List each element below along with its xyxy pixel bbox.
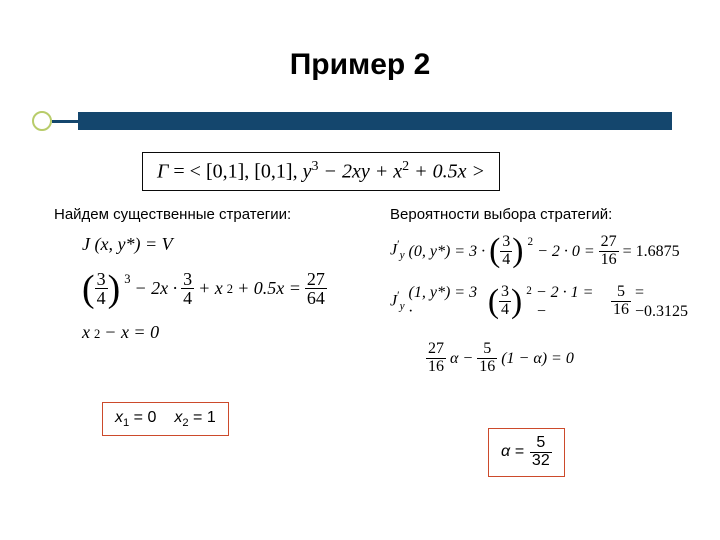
eq-alpha-equation: 2716 α − 516 (1 − α) = 0 (426, 341, 700, 376)
left-heading: Найдем существенные стратегии: (54, 206, 291, 223)
eq-J-equals-V: J (x, y*) = V (82, 234, 372, 256)
root-x1: x1 = 0 (115, 409, 156, 429)
alpha-label: α = (501, 443, 524, 461)
gamma-definition: Γ = < [0,1], [0,1], y3 − 2xy + x2 + 0.5x… (142, 152, 500, 191)
gamma-sets: = < [0,1], [0,1], (168, 161, 302, 183)
root-x2: x2 = 1 (174, 409, 215, 429)
roots-box: x1 = 0 x2 = 1 (102, 402, 229, 436)
eq-derivative-1: J′y (1, y*) = 3 · ( 34 ) 2 − 2 · 1 = − 5… (390, 283, 700, 321)
underline-dot (32, 111, 52, 131)
underline-bar (78, 112, 672, 130)
eq-expanded: ( 34 ) 3 − 2x · 34 + x2 + 0.5x = 2764 (82, 270, 372, 309)
slide-title: Пример 2 (0, 48, 720, 82)
eq-derivative-0: J′y (0, y*) = 3 · ( 34 ) 2 − 2 · 0 = 271… (390, 234, 700, 269)
gamma-symbol: Γ (157, 161, 168, 183)
right-column: J′y (0, y*) = 3 · ( 34 ) 2 − 2 · 0 = 271… (390, 234, 700, 390)
alpha-answer-box: α = 532 (488, 428, 565, 477)
left-column: J (x, y*) = V ( 34 ) 3 − 2x · 34 + x2 + … (82, 234, 372, 358)
underline-stem (52, 120, 78, 123)
title-underline (32, 110, 672, 132)
right-heading: Вероятности выбора стратегий: (390, 206, 612, 223)
eq-quadratic: x2 − x = 0 (82, 322, 372, 344)
